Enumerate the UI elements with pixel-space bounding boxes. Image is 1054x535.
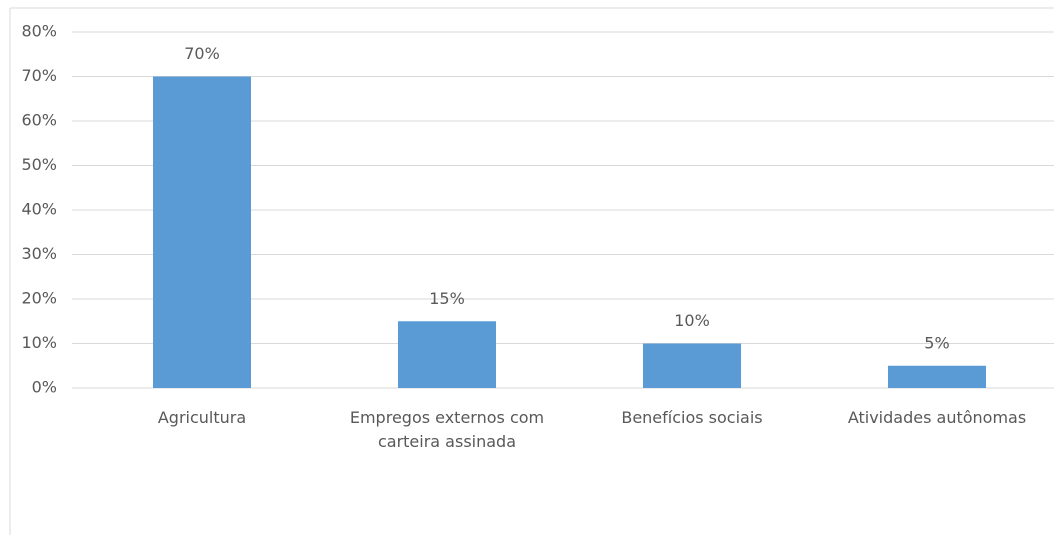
data-label: 5% — [924, 333, 949, 352]
y-tick-label: 80% — [21, 22, 57, 41]
y-tick-label: 20% — [21, 289, 57, 308]
bar — [153, 76, 251, 388]
data-label: 70% — [184, 44, 220, 63]
data-label: 10% — [674, 311, 710, 330]
y-tick-label: 30% — [21, 244, 57, 263]
x-tick-label: Agricultura — [157, 408, 247, 427]
x-tick-label: Benefícios sociais — [621, 408, 763, 427]
data-label: 15% — [429, 289, 465, 308]
y-tick-label: 40% — [21, 200, 57, 219]
y-tick-label: 70% — [21, 66, 57, 85]
x-tick-label: Empregos externos com carteira assinada — [349, 408, 545, 451]
x-tick-label: Atividades autônomas — [847, 408, 1027, 427]
bar — [643, 343, 741, 388]
bar — [398, 321, 496, 388]
bar — [888, 365, 986, 388]
y-tick-label: 10% — [21, 333, 57, 352]
y-tick-label: 0% — [32, 378, 57, 397]
y-tick-label: 50% — [21, 155, 57, 174]
y-tick-label: 60% — [21, 111, 57, 130]
